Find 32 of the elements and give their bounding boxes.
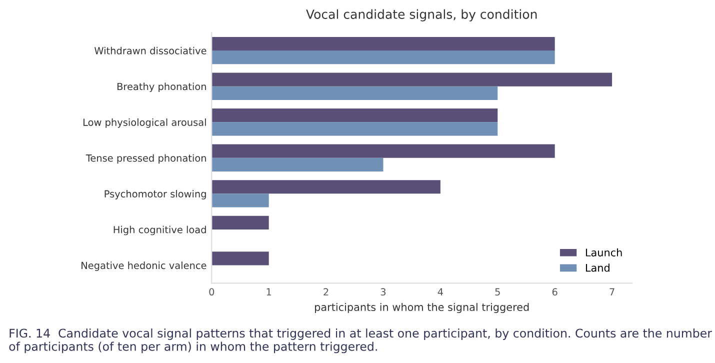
bar bbox=[212, 180, 440, 194]
bar bbox=[212, 144, 555, 158]
y-tick-label: High cognitive load bbox=[114, 226, 206, 236]
x-tick-label: 6 bbox=[552, 288, 558, 296]
x-tick-label: 1 bbox=[266, 288, 272, 296]
bar bbox=[212, 72, 612, 86]
y-tick-label: Withdrawn dissociative bbox=[94, 46, 206, 54]
bar bbox=[212, 216, 269, 230]
x-tick-label: 2 bbox=[324, 288, 328, 296]
bar bbox=[212, 36, 555, 51]
bar bbox=[212, 86, 498, 100]
chart-title: Vocal candidate signals, by condition bbox=[306, 9, 537, 22]
bar bbox=[212, 194, 269, 208]
caption: FIG. 14 Candidate vocal signal patterns that triggered in at least one participant, by condition. Counts are the number of participants (of ten per arm) in whom the pattern triggered. bbox=[9, 328, 712, 354]
x-tick-label: 7 bbox=[610, 288, 614, 296]
y-tick-label: Tense pressed phonation bbox=[86, 154, 206, 164]
bar bbox=[212, 108, 498, 122]
legend-label: Launch bbox=[586, 248, 622, 256]
legend-label: Land bbox=[586, 264, 610, 272]
bar bbox=[212, 50, 555, 64]
bar bbox=[212, 122, 498, 136]
y-tick-label: Psychomotor slowing bbox=[104, 190, 206, 200]
x-axis-title: participants in whom the signal triggered bbox=[315, 302, 529, 314]
y-tick-label: Breathy phonation bbox=[118, 82, 206, 92]
y-tick-label: Negative hedonic valence bbox=[82, 262, 206, 271]
x-tick-label: 3 bbox=[380, 288, 386, 296]
x-tick-label: 0 bbox=[209, 288, 214, 296]
bar bbox=[212, 252, 269, 266]
x-tick-label: 5 bbox=[495, 288, 500, 296]
y-tick-label: Low physiological arousal bbox=[84, 118, 206, 128]
x-tick-label: 4 bbox=[438, 288, 443, 296]
bar bbox=[212, 158, 384, 172]
